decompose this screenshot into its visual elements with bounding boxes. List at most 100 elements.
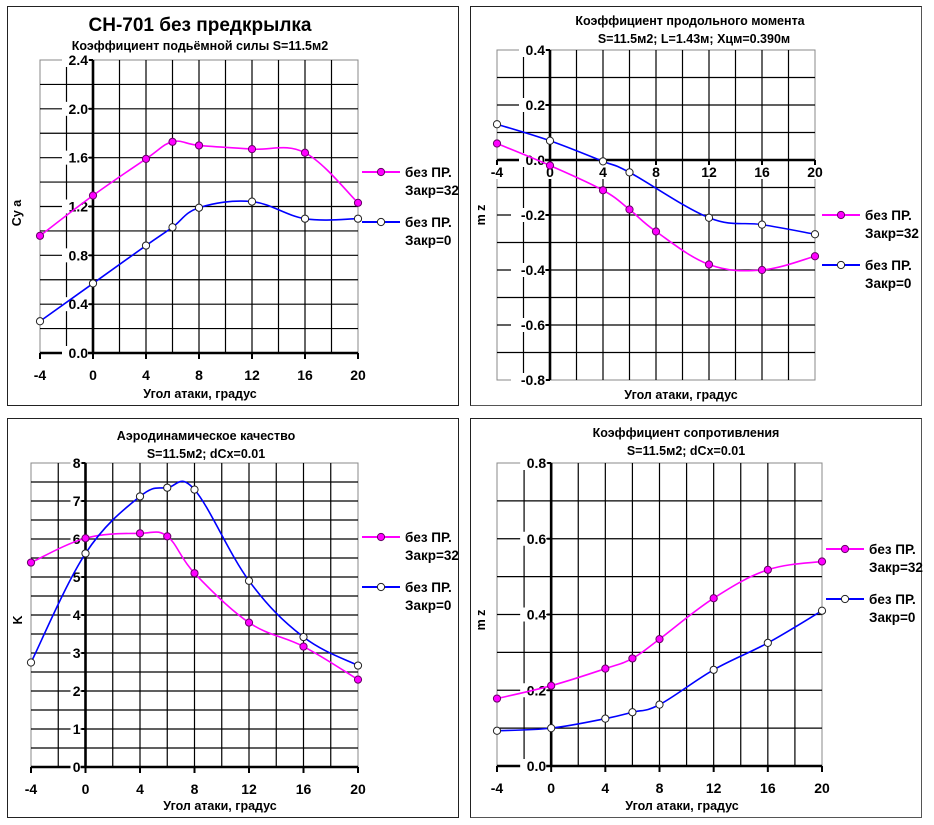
data-point-quality-0 — [135, 529, 145, 538]
y-tick-label: 5 — [73, 569, 81, 585]
data-point-drag-0 — [709, 594, 718, 603]
y-tick-label-bg — [520, 607, 547, 622]
y-tick-label: 3 — [73, 645, 81, 661]
legend-label: Закр=0 — [405, 233, 451, 248]
y-tick-label-bg — [520, 456, 547, 470]
data-point-drag-1 — [492, 726, 502, 735]
data-point-moment-0 — [492, 139, 502, 148]
data-point-quality-0 — [244, 618, 254, 627]
y-tick-label-bg — [70, 722, 81, 736]
data-point-quality-1 — [299, 632, 308, 642]
data-point-moment-1 — [810, 230, 820, 239]
chart-subtitle-drag: S=11.5м2; dCx=0.01 — [627, 444, 745, 458]
x-tick-label: 0 — [547, 780, 555, 796]
x-tick-label: 12 — [706, 780, 722, 796]
y-tick-label: 0.4 — [527, 607, 547, 623]
y-tick-label-bg — [511, 318, 545, 332]
y-tick-label-bg — [62, 53, 88, 67]
data-point-drag-1 — [655, 700, 664, 709]
x-tick-label: 8 — [656, 780, 664, 796]
x-axis-label-quality: Угол атаки, градус — [163, 799, 277, 813]
data-point-moment-1 — [598, 157, 608, 166]
x-tick-label-bg — [699, 165, 719, 179]
data-point-quality-0 — [299, 642, 308, 651]
data-point-lift-1 — [168, 223, 177, 232]
x-tick-label: 8 — [652, 164, 660, 180]
data-point-drag-0 — [763, 565, 772, 574]
y-tick-label: 0.4 — [69, 296, 89, 312]
data-point-quality-0 — [26, 558, 36, 567]
legend-label: Закр=0 — [405, 598, 451, 613]
x-tick-label: 0 — [546, 164, 554, 180]
y-tick-label-bg — [70, 760, 81, 774]
y-tick-label: 0.8 — [527, 455, 547, 471]
data-point-drag-1 — [817, 606, 827, 615]
data-point-lift-0 — [247, 145, 257, 154]
x-tick-label: 12 — [244, 367, 260, 383]
x-tick-label: 4 — [142, 367, 150, 383]
y-tick-label: 0 — [73, 759, 81, 775]
legend-label: Закр=0 — [869, 610, 915, 625]
data-point-drag-0 — [628, 654, 637, 663]
x-tick-label: 0 — [82, 781, 90, 797]
data-point-quality-1 — [135, 492, 145, 501]
y-axis-label-drag: m z — [474, 610, 488, 631]
y-tick-label-bg — [519, 153, 545, 167]
data-point-drag-1 — [628, 708, 637, 717]
data-point-moment-0 — [704, 260, 714, 269]
x-tick-label: 16 — [754, 164, 770, 180]
data-point-moment-0 — [757, 265, 767, 275]
legend-marker-quality-0 — [376, 532, 386, 542]
x-tick-label: -4 — [491, 780, 504, 796]
data-point-quality-1 — [190, 485, 199, 494]
chart-title-lift: Коэффициент подьёмной силы S=11.5м2 — [72, 39, 328, 53]
y-axis-label-moment: m z — [474, 205, 488, 226]
y-tick-label: 0.0 — [527, 758, 547, 774]
x-axis-label-moment: Угол атаки, градус — [624, 388, 738, 402]
x-tick-label: 4 — [599, 164, 607, 180]
y-tick-label-bg — [62, 101, 88, 116]
legend-label: Закр=32 — [405, 548, 459, 563]
data-point-lift-0 — [194, 141, 204, 150]
data-point-moment-1 — [625, 168, 634, 177]
data-point-lift-0 — [35, 231, 45, 240]
legend-label: без ПР. — [869, 542, 916, 557]
data-point-lift-1 — [194, 203, 204, 212]
chart-title-drag: Коэффициент сопротивления — [593, 426, 780, 440]
y-tick-label: 0.8 — [69, 247, 89, 263]
y-tick-label: 0.2 — [526, 97, 546, 113]
data-point-drag-1 — [709, 665, 718, 674]
y-tick-label-bg — [70, 494, 81, 508]
data-point-moment-1 — [704, 213, 714, 222]
y-tick-label-bg — [520, 759, 547, 773]
x-tick-label: 20 — [350, 367, 366, 383]
x-tick-label: 20 — [807, 164, 823, 180]
chart-subtitle-quality: S=11.5м2; dCx=0.01 — [147, 447, 265, 461]
legend-marker-drag-0 — [840, 544, 850, 554]
x-tick-label: -4 — [25, 781, 38, 797]
y-tick-label: 6 — [73, 531, 81, 547]
y-tick-label: 8 — [73, 455, 81, 471]
y-tick-label-bg — [511, 373, 545, 387]
legend-marker-lift-1 — [376, 217, 386, 227]
data-point-drag-0 — [817, 557, 827, 566]
data-point-moment-0 — [625, 205, 634, 214]
y-tick-label: 2.0 — [69, 101, 89, 117]
data-point-lift-0 — [300, 148, 310, 157]
y-tick-label: 0.0 — [69, 345, 89, 361]
data-point-quality-1 — [163, 483, 172, 492]
series-line-moment-0 — [496, 142, 816, 272]
x-axis-label-lift: Угол атаки, градус — [143, 387, 257, 401]
data-point-moment-1 — [545, 136, 555, 145]
data-point-quality-0 — [190, 569, 199, 578]
legend-label: без ПР. — [865, 208, 912, 223]
legend-label: без ПР. — [865, 258, 912, 273]
main-title: CH-701 без предкрылка — [89, 15, 312, 36]
y-tick-label-bg — [70, 684, 81, 698]
legend-label: Закр=0 — [865, 276, 911, 291]
x-tick-label: 8 — [195, 367, 203, 383]
x-tick-label: 4 — [601, 780, 609, 796]
legend-label: без ПР. — [405, 165, 452, 180]
x-tick-label: -4 — [34, 367, 47, 383]
